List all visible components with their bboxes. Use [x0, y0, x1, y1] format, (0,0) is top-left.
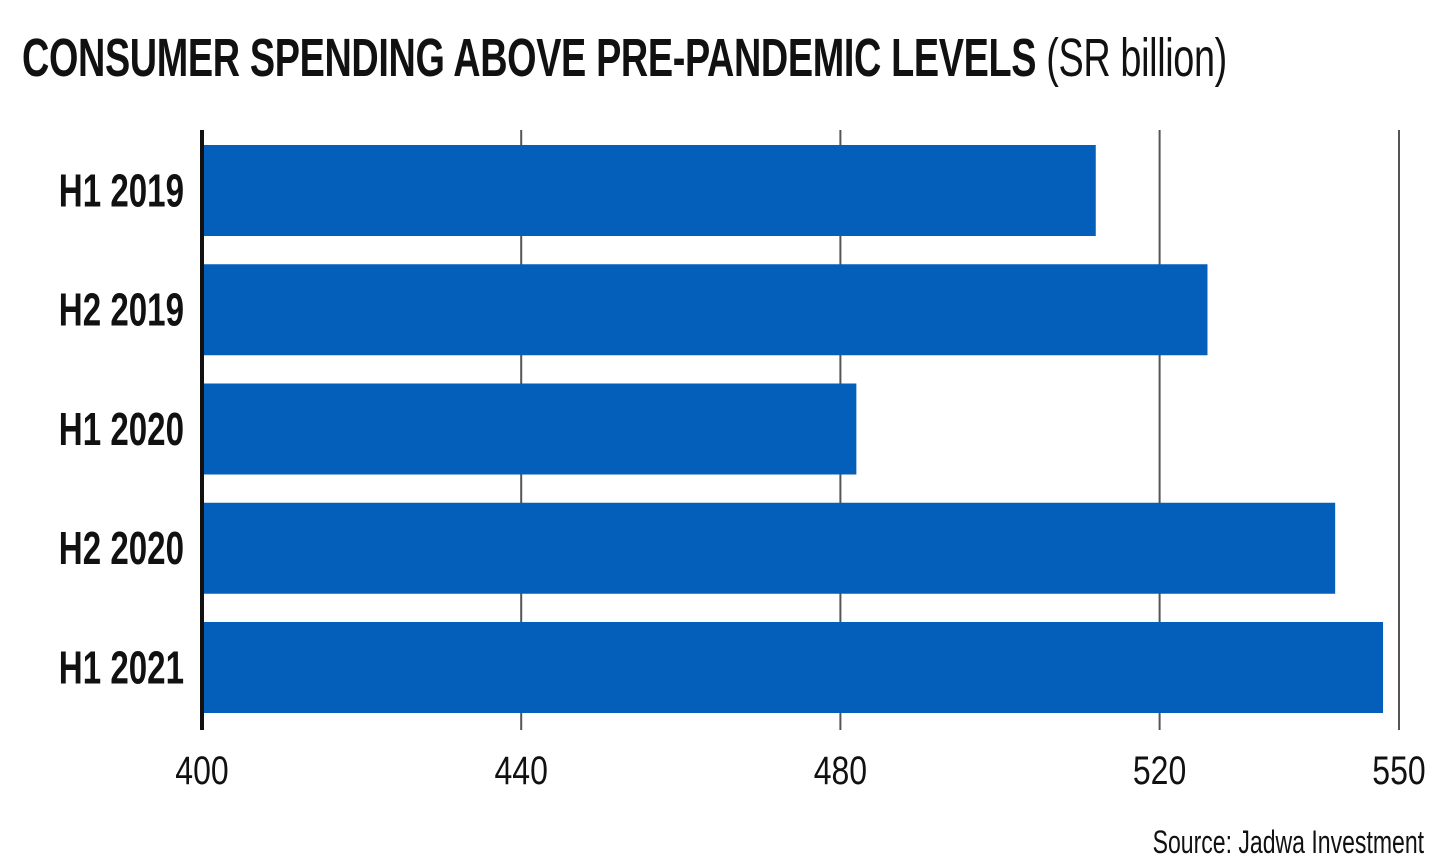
- bar-h1-2021: [202, 622, 1384, 713]
- x-tick-label: 440: [495, 748, 548, 793]
- category-label: H2 2020: [59, 524, 184, 574]
- category-label: H1 2019: [59, 166, 184, 216]
- bar-h2-2019: [202, 264, 1208, 356]
- x-tick-label: 480: [814, 748, 867, 793]
- x-tick-labels: 400 440 480 520 550: [175, 748, 1425, 793]
- chart-title-unit: (SR billion): [1046, 28, 1227, 88]
- x-tick-label: 400: [175, 748, 228, 793]
- category-labels: H1 2019 H2 2019 H1 2020 H2 2020 H1 2021: [59, 166, 184, 693]
- x-tick-label: 520: [1133, 748, 1186, 793]
- category-label: H1 2021: [59, 643, 184, 693]
- bars: [202, 145, 1384, 713]
- bar-h1-2020: [202, 383, 857, 475]
- bar-h1-2019: [202, 145, 1096, 236]
- x-tick-label: 550: [1372, 748, 1425, 793]
- source-note: Source: Jadwa Investment: [1152, 824, 1424, 860]
- bar-h2-2020: [202, 502, 1336, 594]
- chart-title-main: CONSUMER SPENDING ABOVE PRE-PANDEMIC LEV…: [22, 28, 1037, 88]
- chart-title: CONSUMER SPENDING ABOVE PRE-PANDEMIC LEV…: [22, 18, 1227, 98]
- category-label: H2 2019: [59, 286, 184, 336]
- category-label: H1 2020: [59, 405, 184, 455]
